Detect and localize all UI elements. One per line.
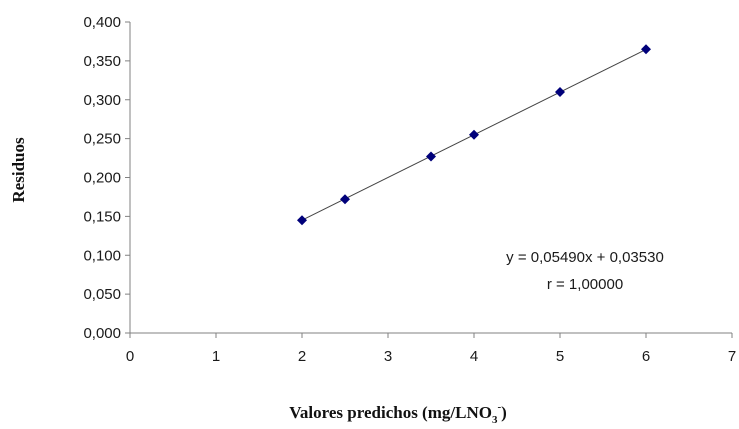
x-axis-title-subscript: 3 — [492, 414, 498, 426]
x-tick-label: 4 — [470, 348, 478, 365]
x-axis-title-superscript: - — [497, 401, 501, 413]
data-point — [297, 215, 307, 226]
y-axis-title: Residuos — [9, 137, 28, 203]
regression-equation: y = 0,05490x + 0,03530 — [506, 249, 664, 266]
y-tick-label: 0,400 — [83, 14, 121, 31]
data-point — [469, 129, 479, 140]
y-tick-label: 0,150 — [83, 208, 121, 225]
x-tick-label: 5 — [556, 348, 564, 365]
x-tick-labels: 0 1 2 3 4 5 6 7 — [126, 348, 736, 365]
x-axis-title-main: Valores predichos (mg/LNO — [289, 403, 492, 422]
y-tick-label: 0,100 — [83, 247, 121, 264]
data-point — [426, 151, 436, 162]
x-tick-label: 2 — [298, 348, 306, 365]
x-tick-label: 3 — [384, 348, 392, 365]
data-point — [340, 194, 350, 205]
data-points — [297, 44, 651, 226]
data-point — [641, 44, 651, 55]
x-tick-label: 0 — [126, 348, 134, 365]
correlation-label: r = 1,00000 — [547, 276, 623, 293]
y-tick-label: 0,350 — [83, 53, 121, 70]
x-tick-label: 1 — [212, 348, 220, 365]
x-tick-label: 7 — [728, 348, 736, 365]
data-point — [555, 86, 565, 97]
y-tick-label: 0,250 — [83, 131, 121, 148]
y-tick-label: 0,200 — [83, 170, 121, 187]
x-axis-title: Valores predichos (mg/LNO3-) — [289, 401, 507, 426]
y-tick-labels: 0,000 0,050 0,100 0,150 0,200 0,250 0,300 0,350… — [83, 14, 121, 342]
y-tick-label: 0,300 — [83, 92, 121, 109]
x-tick-label: 6 — [642, 348, 650, 365]
y-tick-label: 0,000 — [83, 325, 121, 342]
x-axis-title-end: ) — [501, 403, 507, 422]
axes — [125, 21, 733, 338]
y-tick-label: 0,050 — [83, 286, 121, 303]
